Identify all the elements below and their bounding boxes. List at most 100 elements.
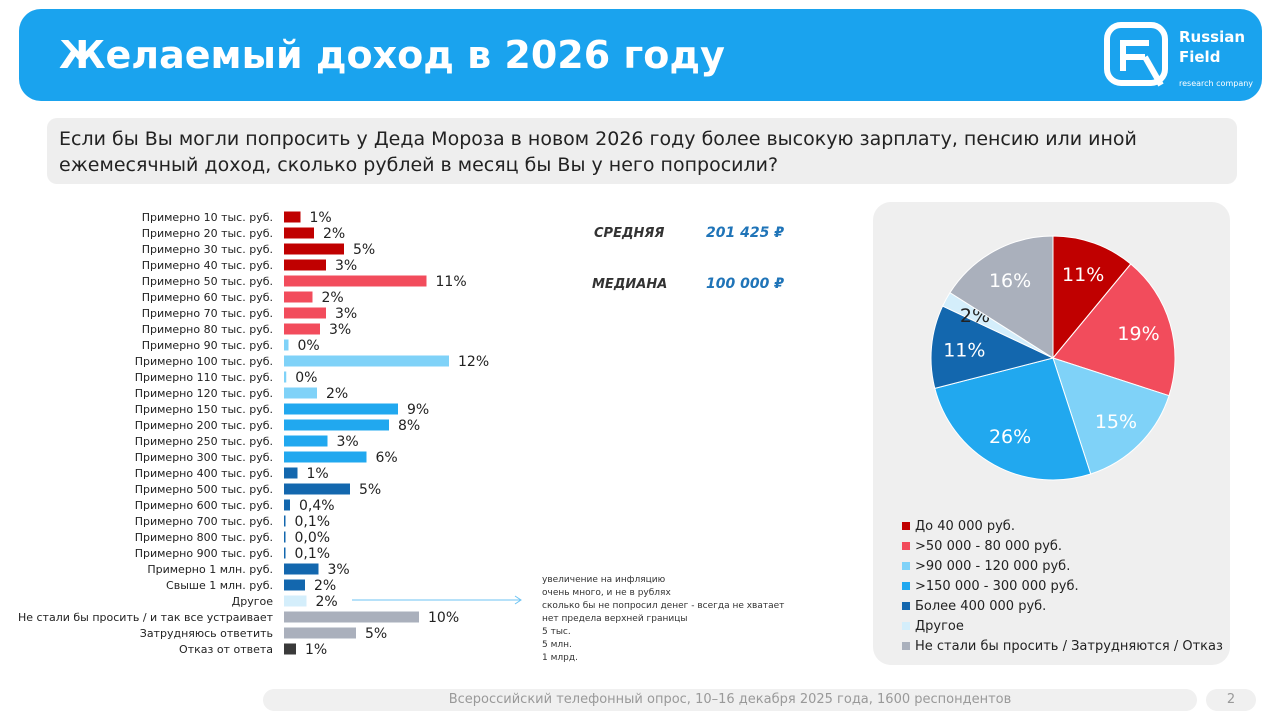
category-label: Примерно 1 млн. руб. <box>147 563 273 576</box>
bar <box>284 643 296 655</box>
other-notes: увеличение на инфляцию очень много, и не… <box>542 574 784 665</box>
bar-value-label: 0% <box>295 370 317 386</box>
pie-slice <box>949 235 1054 359</box>
page-title: Желаемый доход в 2026 году <box>59 33 725 77</box>
legend-item: Более 400 000 руб. <box>902 599 1223 619</box>
legend-swatch <box>902 581 910 590</box>
bar <box>284 467 298 479</box>
category-label: Примерно 10 тыс. руб. <box>142 211 273 224</box>
category-label: Затрудняюсь ответить <box>140 627 273 640</box>
bar <box>284 323 320 335</box>
bar <box>284 595 307 607</box>
category-label: Примерно 50 тыс. руб. <box>142 275 273 288</box>
legend-item: Не стали бы просить / Затрудняются / Отк… <box>902 639 1223 659</box>
pie-slice <box>930 305 1055 389</box>
category-label: Примерно 30 тыс. руб. <box>142 243 273 256</box>
legend-label: Другое <box>915 619 964 634</box>
bar-value-label: 10% <box>428 610 459 626</box>
pie-slice-label: 15% <box>1095 411 1137 433</box>
question-box: Если бы Вы могли попросить у Деда Мороза… <box>47 118 1237 184</box>
bar-value-label: 1% <box>307 466 329 482</box>
bar-value-label: 0,1% <box>295 546 331 562</box>
pie-slice <box>1052 263 1176 397</box>
legend-swatch <box>902 521 910 530</box>
pie-slice-label: 26% <box>989 426 1031 448</box>
category-label: Примерно 150 тыс. руб. <box>135 403 273 416</box>
pie-slice-label: 16% <box>989 270 1031 292</box>
category-label: Примерно 120 тыс. руб. <box>135 387 273 400</box>
bar <box>284 275 427 287</box>
pie-slice-label: 19% <box>1117 323 1159 345</box>
notes-arrow-icon <box>352 595 522 605</box>
legend-label: Более 400 000 руб. <box>915 599 1047 614</box>
logo-text: Russian Field <box>1179 27 1245 67</box>
bar <box>284 483 350 495</box>
category-label: Примерно 80 тыс. руб. <box>142 323 273 336</box>
bar-value-label: 5% <box>365 626 387 642</box>
note-item: очень много, и не в рублях <box>542 588 671 598</box>
bar <box>284 531 286 543</box>
bar <box>284 403 398 415</box>
bar <box>284 371 287 383</box>
legend-label: >90 000 - 120 000 руб. <box>915 559 1071 574</box>
legend-item: >50 000 - 80 000 руб. <box>902 539 1223 559</box>
legend-swatch <box>902 601 910 610</box>
logo: Russian Field research company <box>1103 21 1253 91</box>
bar <box>284 355 449 367</box>
category-label: Примерно 20 тыс. руб. <box>142 227 273 240</box>
category-label: Свыше 1 млн. руб. <box>166 579 273 592</box>
note-item: 1 млрд. <box>542 653 578 663</box>
category-label: Примерно 40 тыс. руб. <box>142 259 273 272</box>
note-item: сколько бы не попросил денег - всегда не… <box>542 601 785 611</box>
logo-line-2: Field <box>1179 48 1221 66</box>
bar <box>284 227 314 239</box>
bar-value-label: 3% <box>337 434 359 450</box>
bar-value-label: 9% <box>407 402 429 418</box>
bar <box>284 419 389 431</box>
bar-value-label: 8% <box>398 418 420 434</box>
category-label: Примерно 400 тыс. руб. <box>135 467 273 480</box>
logo-line-1: Russian <box>1179 28 1246 46</box>
category-label: Примерно 90 тыс. руб. <box>142 339 273 352</box>
category-label: Не стали бы просить / и так все устраива… <box>18 611 274 624</box>
bar-value-label: 3% <box>335 258 357 274</box>
bar <box>284 259 326 271</box>
note-item: увеличение на инфляцию <box>542 575 666 585</box>
russian-field-logo-icon <box>1104 22 1168 87</box>
legend-item: До 40 000 руб. <box>902 519 1223 539</box>
legend-label: >50 000 - 80 000 руб. <box>915 539 1063 554</box>
bar <box>284 627 356 639</box>
bar <box>284 291 313 303</box>
header-banner: Желаемый доход в 2026 году Russian Field… <box>19 9 1262 101</box>
legend-swatch <box>902 541 910 550</box>
category-label: Примерно 900 тыс. руб. <box>135 547 273 560</box>
bar-value-label: 5% <box>353 242 375 258</box>
pie-slice-label: 11% <box>1062 264 1104 286</box>
bar-value-label: 12% <box>458 354 489 370</box>
legend-swatch <box>902 641 910 650</box>
pie-slice-label: 11% <box>943 340 985 362</box>
bar <box>284 211 301 223</box>
bar-value-label: 0% <box>298 338 320 354</box>
bar-value-label: 1% <box>305 642 327 658</box>
bar <box>284 451 367 463</box>
question-text: Если бы Вы могли попросить у Деда Мороза… <box>59 128 1137 176</box>
legend-item: >90 000 - 120 000 руб. <box>902 559 1223 579</box>
legend-label: До 40 000 руб. <box>915 519 1015 534</box>
bar <box>284 339 289 351</box>
legend-swatch <box>902 621 910 630</box>
bar <box>284 435 328 447</box>
bar <box>284 499 290 511</box>
bar <box>284 387 317 399</box>
mean-label: СРЕДНЯЯ <box>594 226 665 241</box>
bar-value-label: 3% <box>335 306 357 322</box>
bar-value-label: 2% <box>323 226 345 242</box>
bar <box>284 547 286 559</box>
category-label: Примерно 300 тыс. руб. <box>135 451 273 464</box>
bar <box>284 307 326 319</box>
bar-value-label: 2% <box>316 594 338 610</box>
legend-label: >150 000 - 300 000 руб. <box>915 579 1079 594</box>
bar <box>284 611 419 623</box>
pie-chart: 11%19%15%26%11%2%16% <box>930 235 1176 481</box>
legend-item: >150 000 - 300 000 руб. <box>902 579 1223 599</box>
